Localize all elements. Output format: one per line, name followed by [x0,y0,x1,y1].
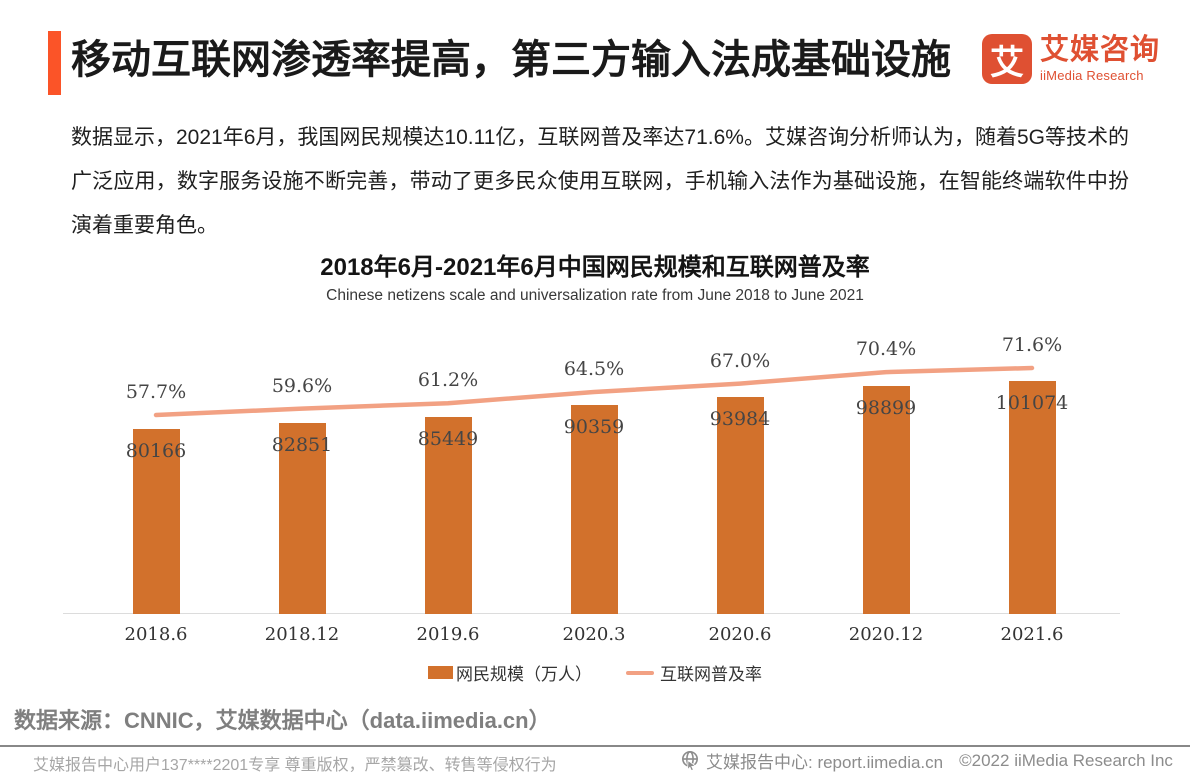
bar-value-label: 80166 [125,440,187,462]
rate-value-label: 67.0% [709,349,771,372]
footer-divider [0,745,1190,747]
bar-2018.12 [278,423,326,614]
rate-value-label: 71.6% [1001,334,1063,357]
data-source-note: 数据来源：CNNIC，艾媒数据中心（data.iimedia.cn） [14,708,551,733]
bar-series-swatch [428,666,453,679]
legend-item-line: 互联网普及率 [626,660,762,685]
chart-title: 2018年6月-2021年6月中国网民规模和互联网普及率 [320,254,870,281]
x-axis-tick: 2020.3 [562,624,626,645]
logo-name-cn: 艾媒咨询 [1040,34,1161,66]
iimedia-logo: 艾 艾媒咨询 iiMedia Research [982,34,1160,84]
chart-subtitle: Chinese netizens scale and universalizat… [326,287,864,304]
bar-value-label: 82851 [271,434,333,456]
footer-watermark: 艾媒报告中心用户137****2201专享 尊重版权，严禁篡改、转售等侵权行为 [33,757,557,774]
bar-value-label: 90359 [563,416,625,438]
rate-value-label: 64.5% [563,358,625,381]
globe-cursor-icon [680,750,700,771]
x-axis-tick: 2020.6 [708,624,772,645]
footer-copyright: ©2022 iiMedia Research Inc [959,750,1173,770]
bar-2019.6 [424,417,472,614]
intro-paragraph: 数据显示，2021年6月，我国网民规模达10.11亿，互联网普及率达71.6%。… [71,126,1129,237]
line-series-swatch [626,670,654,675]
chart-legend: 网民规模（万人） 互联网普及率 [0,660,1190,685]
title-accent-bar [48,31,61,95]
bar-value-label: 93984 [709,408,771,430]
bar-value-label: 101074 [995,392,1069,414]
bar-2020.3 [570,405,618,614]
logo-name-en: iiMedia Research [1040,68,1144,83]
bar-2020.6 [716,397,764,614]
footer-site-link[interactable]: 艾媒报告中心: report.iimedia.cn [706,753,944,772]
bar-value-label: 85449 [417,428,479,450]
legend-item-bar: 网民规模（万人） [428,660,592,685]
page-title: 移动互联网渗透率提高，第三方输入法成基础设施 [71,38,951,82]
rate-value-label: 57.7% [125,381,187,403]
x-axis-tick: 2018.12 [264,624,340,645]
bar-2021.6 [1008,381,1056,614]
footer-info: 艾媒报告中心: report.iimedia.cn ©2022 iiMedia … [680,748,1173,773]
rate-value-label: 59.6% [271,374,333,397]
x-axis-tick: 2018.6 [124,624,188,645]
legend-label-line: 互联网普及率 [660,665,762,684]
iimedia-logo-icon: 艾 [982,34,1032,84]
bar-2020.12 [862,386,910,614]
legend-label-bar: 网民规模（万人） [456,665,592,684]
bar-value-label: 98899 [855,397,917,419]
rate-value-label: 70.4% [855,338,917,361]
bar-2018.6 [132,429,180,614]
x-axis-tick: 2020.12 [848,624,924,645]
rate-value-label: 61.2% [417,369,479,392]
x-axis-tick: 2021.6 [1000,624,1064,645]
x-axis-tick: 2019.6 [416,624,480,645]
